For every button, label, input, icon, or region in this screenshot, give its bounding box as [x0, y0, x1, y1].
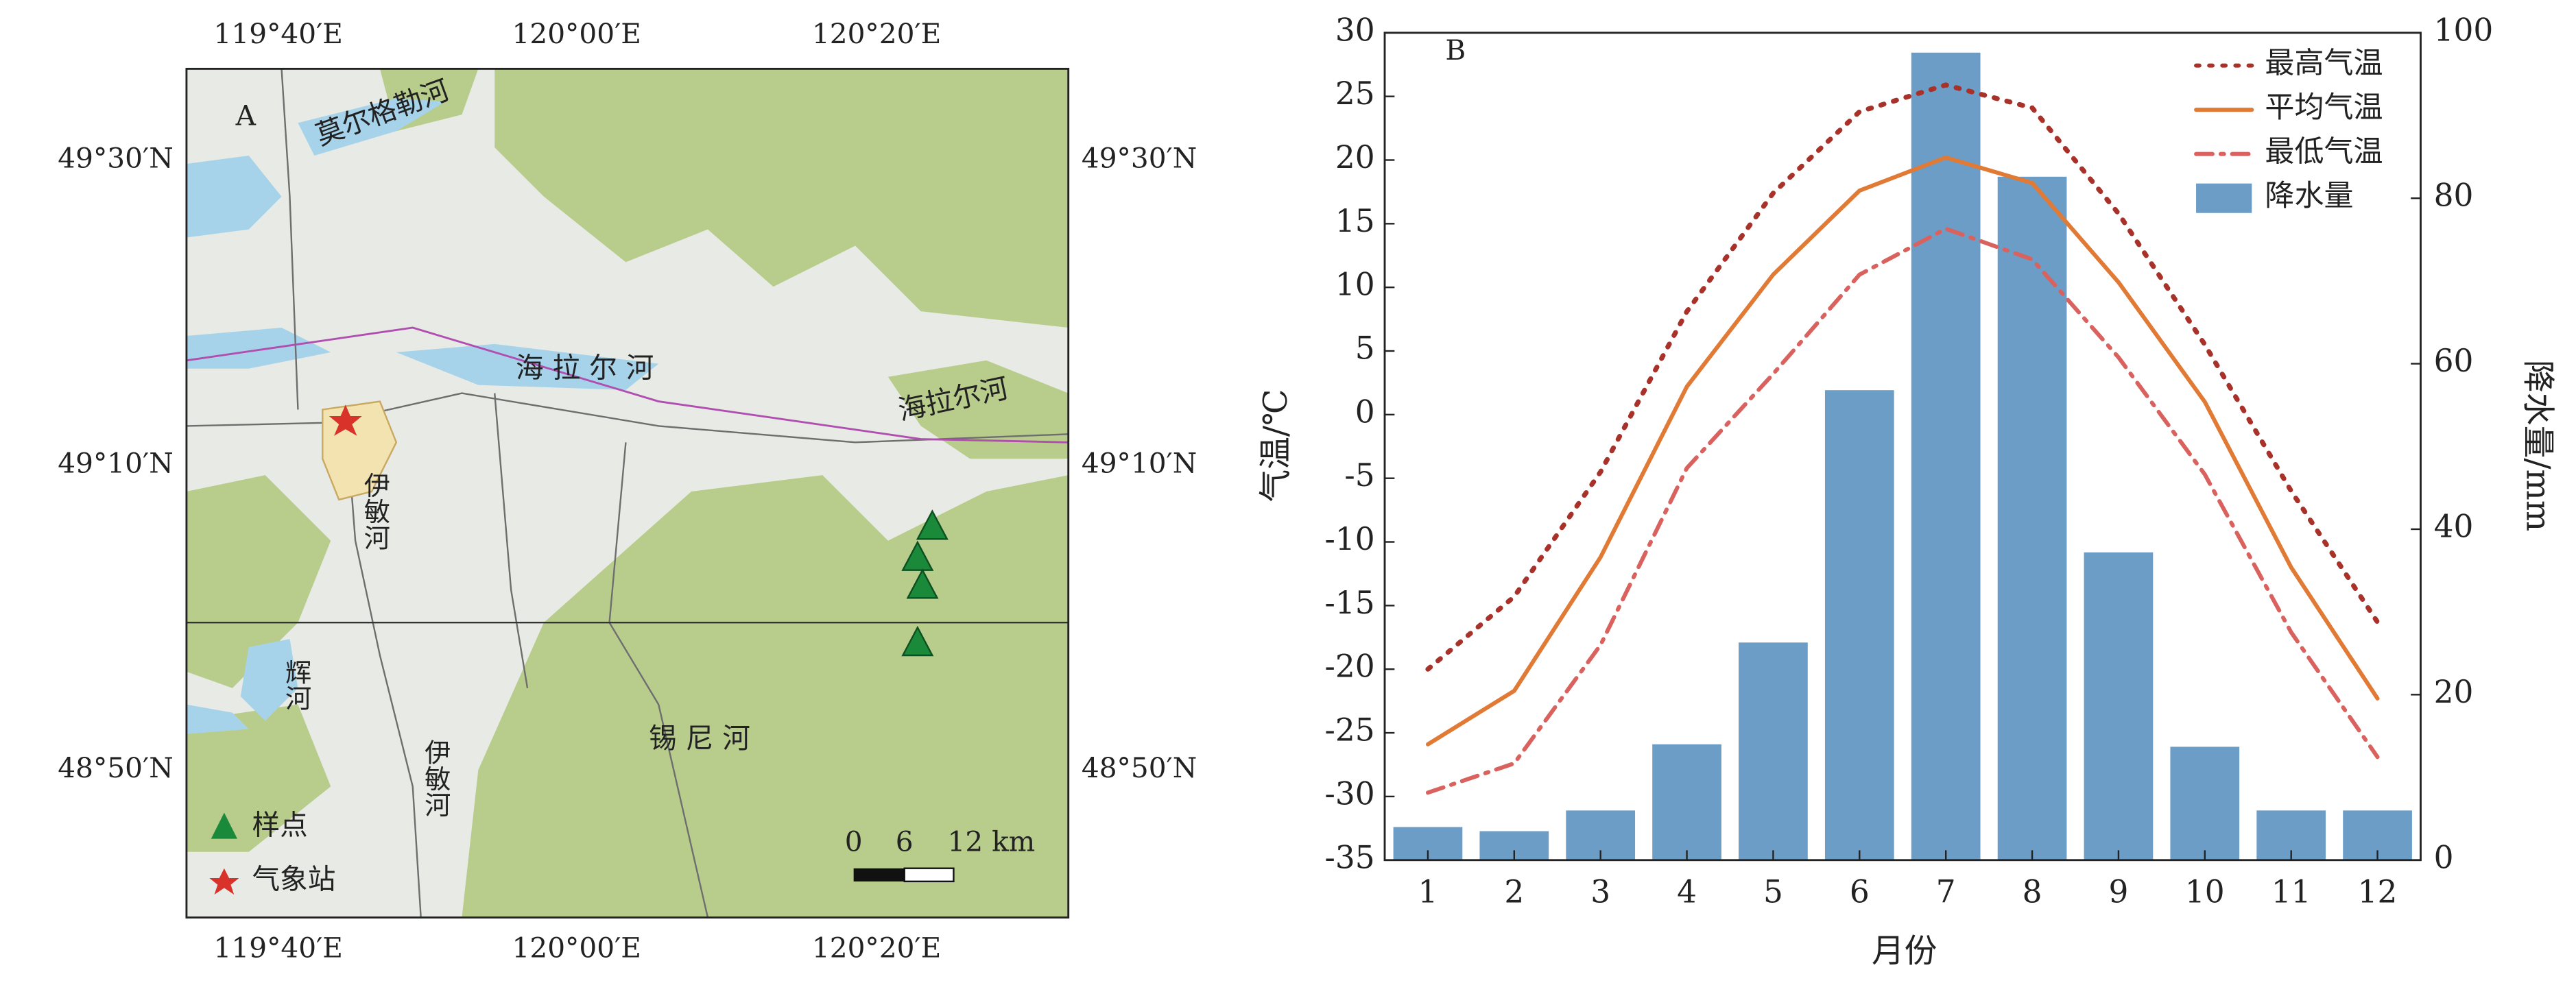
y-tick-label: -35 — [1325, 839, 1375, 875]
lat-label: 48°50′N — [1082, 751, 1197, 784]
lon-label: 120°00′E — [512, 932, 641, 964]
y-tick-label: -5 — [1344, 457, 1374, 494]
weather-station — [329, 404, 362, 436]
lat-label: 49°30′N — [1082, 142, 1197, 175]
x-tick-label: 2 — [1504, 873, 1524, 910]
y-tick-label: 20 — [1335, 139, 1375, 175]
lat-label: 48°50′N — [58, 751, 173, 784]
scale-bar — [903, 867, 955, 883]
y2-tick-label: 60 — [2434, 343, 2474, 379]
x-tick-label: 1 — [1418, 873, 1438, 910]
river-label: 辉河 — [281, 659, 311, 711]
x-tick-label: 8 — [2023, 873, 2042, 910]
bar — [1911, 52, 1981, 860]
y2-tick-label: 80 — [2434, 178, 2474, 214]
legend-label: 平均气温 — [2265, 90, 2383, 125]
legend-label: 样点 — [252, 808, 308, 841]
river-label: 锡 尼 河 — [649, 722, 750, 755]
x-tick-label: 10 — [2185, 873, 2225, 910]
y2-axis-title: 降水量/mm — [2518, 360, 2556, 531]
legend-label: 气象站 — [252, 862, 336, 895]
x-axis-title: 月份 — [1872, 932, 1937, 970]
lat-label: 49°10′N — [1082, 446, 1197, 479]
y-tick-label: -30 — [1325, 775, 1375, 812]
x-tick-label: 7 — [1936, 873, 1956, 910]
y2-tick-label: 0 — [2434, 839, 2454, 875]
x-tick-label: 6 — [1850, 873, 1870, 910]
lon-label: 119°40′E — [214, 932, 343, 964]
panel-label: B — [1445, 34, 1466, 66]
y-tick-label: 30 — [1335, 12, 1375, 48]
line-solid — [1425, 155, 2380, 747]
map-frame — [185, 67, 1070, 919]
legend-swatch — [2196, 183, 2252, 213]
x-tick-label: 12 — [2358, 873, 2398, 910]
lon-label: 120°20′E — [812, 932, 941, 964]
river-label: 伊敏河 — [420, 739, 451, 818]
railway — [186, 326, 1069, 444]
bar — [2084, 552, 2154, 860]
legend-label: 最高气温 — [2265, 47, 2383, 81]
y-tick-label: 5 — [1355, 330, 1375, 367]
lat-label: 49°30′N — [58, 142, 173, 175]
bar — [1997, 176, 2067, 860]
river-label: 伊敏河 — [359, 472, 390, 550]
y-tick-label: -25 — [1325, 712, 1375, 749]
x-tick-label: 3 — [1590, 873, 1610, 910]
y2-tick-label: 100 — [2434, 12, 2494, 48]
line-dotted — [1425, 82, 2381, 672]
lon-label: 120°20′E — [812, 17, 941, 50]
legend-label: 最低气温 — [2265, 135, 2383, 169]
y-tick-label: -20 — [1325, 648, 1375, 685]
x-tick-label: 11 — [2271, 873, 2311, 910]
y-tick-label: 10 — [1335, 267, 1375, 303]
river-label: 海 拉 尔 河 — [516, 352, 654, 385]
bar — [2170, 747, 2240, 860]
scale-label: 12 km — [948, 825, 1036, 858]
x-tick-label: 9 — [2108, 873, 2128, 910]
y2-tick-label: 20 — [2434, 674, 2474, 710]
x-tick-label: 4 — [1677, 873, 1697, 910]
roads — [186, 69, 1069, 918]
legend-sample-symbol — [211, 812, 238, 839]
bar — [1652, 744, 1721, 860]
panel-label: A — [235, 99, 257, 132]
bar — [1739, 642, 1808, 860]
lon-label: 120°00′E — [512, 17, 641, 50]
y-tick-label: -10 — [1325, 521, 1375, 557]
y-tick-label: 15 — [1335, 203, 1375, 239]
scale-bar — [853, 868, 905, 882]
line-dashdot — [1425, 226, 2380, 795]
map-panel: A 莫尔格勒河 海 拉 尔 河 海拉尔河 伊敏河 辉河 伊敏河 锡 尼 河 样点… — [58, 17, 1197, 964]
legend-station-symbol — [209, 868, 239, 895]
y-tick-label: -15 — [1325, 585, 1375, 621]
scale-label: 0 — [845, 825, 863, 858]
lon-label: 119°40′E — [214, 17, 343, 50]
sample-points — [901, 509, 949, 657]
y-axis-title: 气温/℃ — [1257, 389, 1295, 502]
x-tick-label: 5 — [1763, 873, 1783, 910]
legend-label: 降水量 — [2265, 179, 2353, 213]
y-tick-label: 0 — [1355, 393, 1375, 430]
y-tick-label: 25 — [1335, 75, 1375, 112]
scale-label: 6 — [896, 825, 914, 858]
plot-frame — [1383, 32, 2422, 862]
lat-label: 49°10′N — [58, 446, 173, 479]
bar — [1824, 390, 1894, 860]
y2-tick-label: 40 — [2434, 508, 2474, 544]
